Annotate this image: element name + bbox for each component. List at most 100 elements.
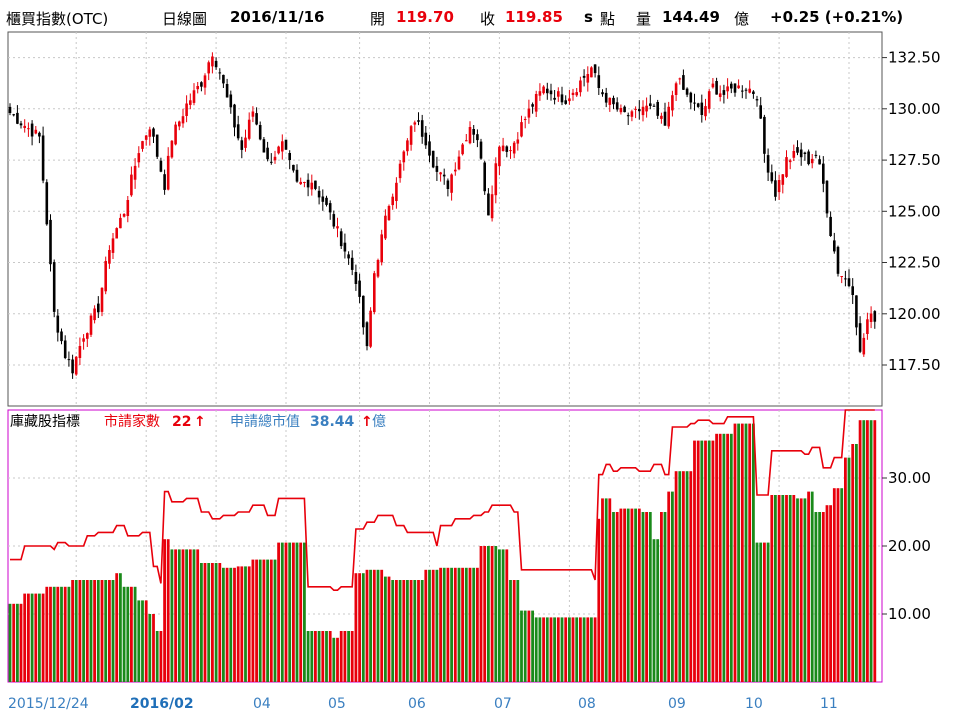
candle-body-58 xyxy=(222,74,225,84)
candle-body-122 xyxy=(457,156,461,170)
indicator-bar-32 xyxy=(126,586,130,682)
candle-body-44 xyxy=(170,140,174,158)
candle-body-113 xyxy=(424,132,428,146)
candle-body-17 xyxy=(71,359,74,374)
indicator-bar-215 xyxy=(799,498,803,682)
candle-body-206 xyxy=(766,155,770,173)
legend-series1-value: 22 xyxy=(172,414,191,430)
candle-body-201 xyxy=(748,88,751,93)
candle-body-26 xyxy=(104,261,107,292)
indicator-bar-92 xyxy=(347,631,350,682)
indicator-bar-201 xyxy=(748,423,752,682)
indicator-bar-170 xyxy=(634,508,637,682)
candle-body-155 xyxy=(579,80,582,93)
indicator-bar-186 xyxy=(693,440,696,682)
candle-body-167 xyxy=(623,106,626,113)
candle-body-67 xyxy=(255,113,258,125)
date-axis: 2015/12/24 2016/02 04 05 06 07 08 09 10 11 xyxy=(8,696,838,712)
candle-body-75 xyxy=(284,139,288,150)
indicator-bar-81 xyxy=(306,631,310,682)
indicator-bar-7 xyxy=(34,593,38,682)
candle-body-27 xyxy=(108,250,111,264)
indicator-tick-label-2: 10.00 xyxy=(888,605,931,623)
candle-body-145 xyxy=(542,86,545,94)
indicator-bar-136 xyxy=(509,580,512,682)
indicator-bar-110 xyxy=(413,580,417,682)
candle-body-19 xyxy=(78,346,82,358)
indicator-bar-114 xyxy=(428,569,431,682)
indicator-bar-119 xyxy=(446,567,450,682)
candle-body-143 xyxy=(534,94,538,112)
indicator-bar-30 xyxy=(119,573,122,682)
indicator-bar-37 xyxy=(144,600,148,682)
indicator-bar-198 xyxy=(737,423,740,682)
candle-body-142 xyxy=(531,104,534,107)
date-label-8: 10 xyxy=(745,696,763,712)
candle-body-127 xyxy=(476,134,479,141)
indicator-bar-227 xyxy=(844,457,847,682)
candle-body-178 xyxy=(663,111,667,126)
indicator-bar-2 xyxy=(16,603,19,682)
indicator-bar-112 xyxy=(420,580,424,682)
volume-unit: 億 xyxy=(734,10,750,28)
indicator-bar-64 xyxy=(244,566,247,682)
candle-body-137 xyxy=(512,142,516,154)
lower-legend-title: 庫藏股指標 xyxy=(10,413,80,430)
indicator-bar-102 xyxy=(384,576,387,682)
indicator-bar-77 xyxy=(292,542,295,682)
indicator-bar-187 xyxy=(696,440,700,682)
candle-body-144 xyxy=(538,91,542,96)
candle-body-74 xyxy=(281,141,284,152)
candle-body-46 xyxy=(178,121,181,127)
candle-body-161 xyxy=(601,92,604,95)
candle-body-158 xyxy=(590,67,593,78)
indicator-bar-217 xyxy=(807,491,810,682)
candle-body-76 xyxy=(288,153,291,160)
candle-body-82 xyxy=(310,182,314,190)
candle-body-126 xyxy=(472,129,475,135)
indicator-bar-34 xyxy=(133,586,137,682)
candle-body-193 xyxy=(718,93,722,97)
candle-body-228 xyxy=(847,278,851,287)
indicator-bar-117 xyxy=(439,567,442,682)
candle-body-134 xyxy=(501,145,505,151)
candle-body-29 xyxy=(115,228,118,239)
candle-body-70 xyxy=(266,147,269,160)
candle-body-23 xyxy=(93,308,96,321)
indicator-bar-151 xyxy=(564,617,568,682)
indicator-bar-232 xyxy=(862,420,866,682)
indicator-bar-224 xyxy=(832,488,836,682)
indicator-bar-17 xyxy=(71,580,74,682)
indicator-bar-182 xyxy=(678,471,682,682)
indicator-bar-71 xyxy=(269,559,273,682)
indicator-bar-216 xyxy=(803,498,807,682)
candle-body-197 xyxy=(733,83,737,93)
candle-body-183 xyxy=(682,75,685,90)
indicator-bar-74 xyxy=(280,542,284,682)
candle-body-14 xyxy=(60,331,63,342)
candle-body-222 xyxy=(825,180,829,214)
legend-series2-arrow-icon: ↑ xyxy=(361,414,373,430)
candle-body-165 xyxy=(615,102,619,110)
price-tick-label-1: 130.00 xyxy=(888,100,941,118)
indicator-bar-0 xyxy=(8,603,12,682)
candle-body-109 xyxy=(409,126,413,145)
indicator-bar-116 xyxy=(435,569,439,682)
indicator-bar-96 xyxy=(361,573,365,682)
candle-body-233 xyxy=(866,319,869,334)
indicator-bar-5 xyxy=(27,593,30,682)
indicator-bar-108 xyxy=(406,580,409,682)
indicator-bar-199 xyxy=(740,423,744,682)
indicator-bar-128 xyxy=(479,546,483,682)
indicator-bar-191 xyxy=(711,440,715,682)
candle-body-152 xyxy=(568,98,571,102)
candle-body-94 xyxy=(354,272,358,284)
candle-body-84 xyxy=(317,190,321,198)
indicator-bar-139 xyxy=(520,610,523,682)
indicator-bar-129 xyxy=(483,546,487,682)
candle-body-11 xyxy=(49,219,52,265)
indicator-bar-222 xyxy=(825,505,829,682)
indicator-bar-55 xyxy=(211,563,214,682)
indicator-bar-176 xyxy=(656,539,660,682)
indicator-bar-21 xyxy=(85,580,89,682)
